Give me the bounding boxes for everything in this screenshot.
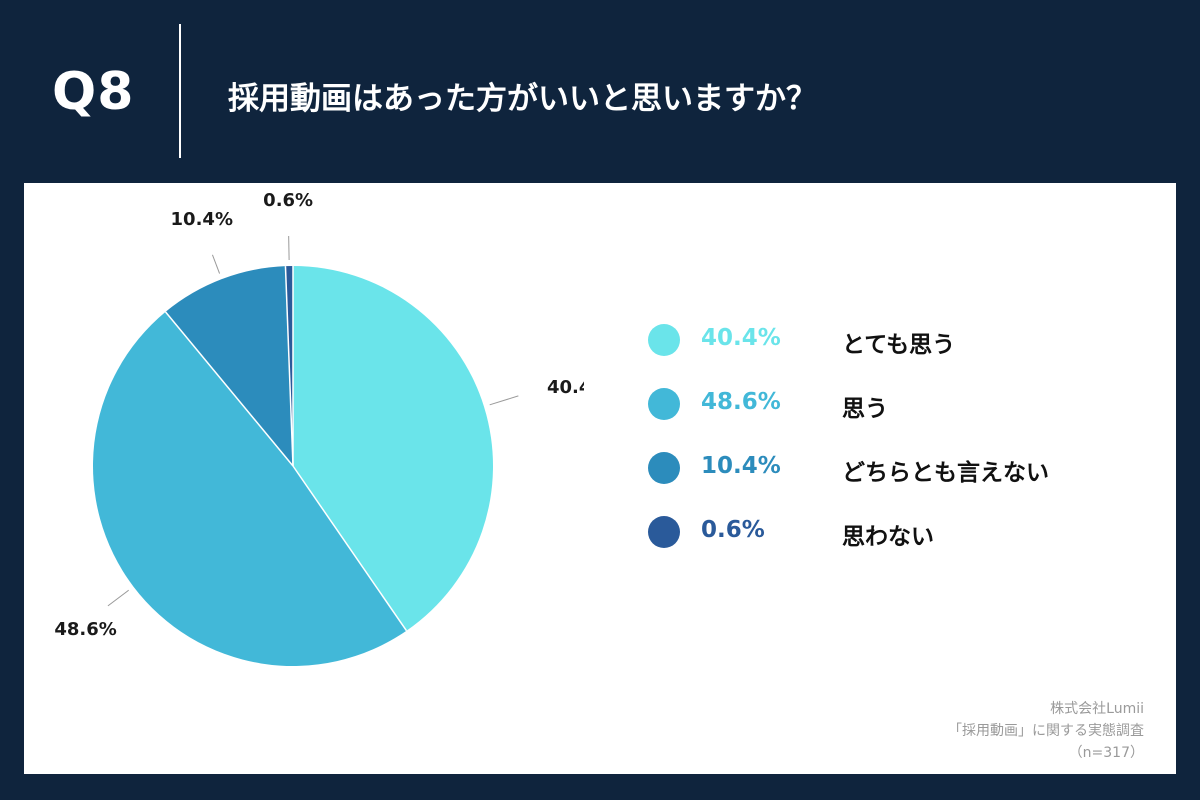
legend-label: どちらとも言えない: [842, 460, 1049, 486]
legend-label: 思う: [842, 396, 888, 422]
legend-swatch: [648, 452, 680, 484]
legend-label: 思わない: [842, 524, 934, 550]
chart-panel: 40.4% 48.6% 10.4% 0.6% 40.4% とても思う 48.6% 思う…: [24, 183, 1176, 774]
source-survey: 「採用動画」に関する実態調査: [948, 723, 1144, 739]
legend-item: 40.4% とても思う: [648, 321, 1128, 385]
pie-slice: [293, 266, 493, 631]
legend: 40.4% とても思う 48.6% 思う 10.4% どちらとも言えない 0.6…: [648, 321, 1128, 577]
data-label: 10.4%: [171, 209, 233, 230]
legend-item: 0.6% 思わない: [648, 513, 1128, 577]
leader-line: [211, 254, 221, 274]
question-text: 採用動画はあった方がいいと思いますか？: [228, 81, 817, 117]
legend-item: 48.6% 思う: [648, 385, 1128, 449]
source-company: 株式会社Lumii: [1050, 701, 1144, 717]
question-number: Q8: [52, 62, 135, 122]
source-sample-size: （n=317）: [1068, 745, 1144, 761]
legend-label: とても思う: [842, 332, 956, 358]
pie-slice: [165, 266, 293, 466]
legend-item: 10.4% どちらとも言えない: [648, 449, 1128, 513]
data-label: 0.6%: [263, 190, 313, 211]
slice-separator: [292, 465, 408, 632]
leader-line: [489, 395, 519, 406]
legend-swatch: [648, 388, 680, 420]
legend-swatch: [648, 324, 680, 356]
legend-percent: 10.4%: [701, 453, 781, 479]
slice-separator: [164, 311, 294, 467]
data-label: 40.4%: [547, 377, 584, 398]
pie-slice: [92, 311, 407, 667]
legend-percent: 48.6%: [701, 389, 781, 415]
header-divider: [179, 24, 181, 158]
slice-separator: [284, 266, 294, 467]
leader-line: [107, 589, 129, 607]
legend-percent: 40.4%: [701, 325, 781, 351]
data-label: 48.6%: [54, 619, 116, 640]
legend-swatch: [648, 516, 680, 548]
pie-chart: 40.4% 48.6% 10.4% 0.6%: [54, 190, 584, 667]
legend-percent: 0.6%: [701, 517, 765, 543]
header: Q8 採用動画はあった方がいいと思いますか？: [0, 0, 1200, 183]
source-note: 株式会社Lumii 「採用動画」に関する実態調査 （n=317）: [948, 698, 1144, 764]
